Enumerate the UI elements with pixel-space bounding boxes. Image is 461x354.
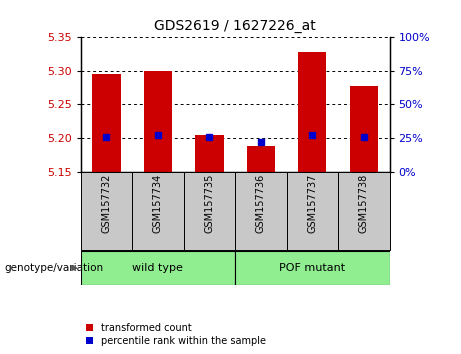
Bar	[92, 74, 121, 172]
Bar	[183, 172, 235, 250]
Bar	[247, 146, 275, 172]
Bar	[235, 251, 390, 285]
Text: GSM157737: GSM157737	[307, 174, 317, 233]
Bar	[235, 172, 287, 250]
Text: GSM157738: GSM157738	[359, 174, 369, 233]
Text: GSM157732: GSM157732	[101, 174, 112, 233]
Text: GSM157736: GSM157736	[256, 174, 266, 233]
Text: POF mutant: POF mutant	[279, 263, 345, 273]
Bar	[338, 172, 390, 250]
Text: genotype/variation: genotype/variation	[5, 263, 104, 273]
Text: wild type: wild type	[132, 263, 183, 273]
Text: GSM157735: GSM157735	[204, 174, 214, 233]
Bar	[349, 86, 378, 172]
Bar	[287, 172, 338, 250]
Bar	[81, 172, 132, 250]
Bar	[298, 52, 326, 172]
Bar	[144, 71, 172, 172]
Bar	[81, 251, 235, 285]
Bar	[132, 172, 183, 250]
Bar	[195, 135, 224, 172]
Title: GDS2619 / 1627226_at: GDS2619 / 1627226_at	[154, 19, 316, 33]
Legend: transformed count, percentile rank within the sample: transformed count, percentile rank withi…	[86, 323, 266, 346]
Text: GSM157734: GSM157734	[153, 174, 163, 233]
